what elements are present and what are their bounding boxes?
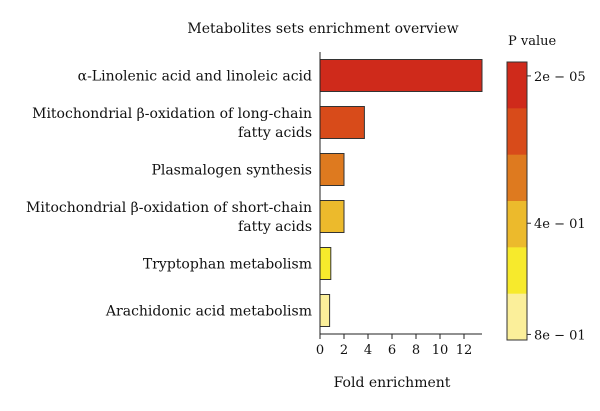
colorbar-tick-label-0: 2e − 05 xyxy=(534,70,586,85)
x-tick-label-2: 4 xyxy=(364,343,372,358)
category-label-0: α-Linolenic acid and linoleic acid xyxy=(78,69,312,85)
x-tick-label-6: 12 xyxy=(456,343,473,358)
x-tick-label-4: 8 xyxy=(412,343,420,358)
bar-1 xyxy=(319,106,365,139)
category-label-1-line-1: fatty acids xyxy=(238,125,312,141)
x-tick-label-0: 0 xyxy=(316,343,324,358)
colorbar-segment-2 xyxy=(507,154,527,202)
category-labels: α-Linolenic acid and linoleic acid Mitoch… xyxy=(26,69,312,320)
colorbar-title: P value xyxy=(508,34,557,49)
bar-0 xyxy=(319,59,483,92)
colorbar-tick-label-2: 8e − 01 xyxy=(534,328,586,343)
colorbar-segment-5 xyxy=(507,293,527,341)
x-axis: 0 2 4 6 8 10 12 xyxy=(316,52,482,358)
bar-5 xyxy=(319,294,331,327)
category-label-4: Tryptophan metabolism xyxy=(143,257,312,273)
bar-3 xyxy=(319,200,345,233)
x-tick-label-5: 10 xyxy=(432,343,449,358)
category-label-2: Plasmalogen synthesis xyxy=(151,163,312,179)
colorbar-segment-0 xyxy=(507,62,527,109)
colorbar-tick-label-1: 4e − 01 xyxy=(534,217,586,232)
bar-4 xyxy=(319,247,332,280)
x-tick-label-1: 2 xyxy=(340,343,348,358)
category-label-3-line-0: Mitochondrial β-oxidation of short-chain xyxy=(26,200,312,216)
category-label-3-line-1: fatty acids xyxy=(238,219,312,235)
colorbar-segment-1 xyxy=(507,108,527,156)
colorbar-segment-4 xyxy=(507,247,527,295)
bars-layer xyxy=(319,59,483,327)
chart-title: Metabolites sets enrichment overview xyxy=(187,21,458,37)
colorbar: P value 2e − 05 4e − 01 8e − 01 xyxy=(506,34,586,343)
category-label-1-line-0: Mitochondrial β-oxidation of long-chain xyxy=(32,106,312,122)
x-tick-label-3: 6 xyxy=(388,343,396,358)
category-label-5: Arachidonic acid metabolism xyxy=(105,304,312,320)
bar-2 xyxy=(319,153,345,186)
colorbar-frame xyxy=(506,61,528,341)
colorbar-segment-3 xyxy=(507,201,527,248)
x-axis-title: Fold enrichment xyxy=(334,375,451,391)
